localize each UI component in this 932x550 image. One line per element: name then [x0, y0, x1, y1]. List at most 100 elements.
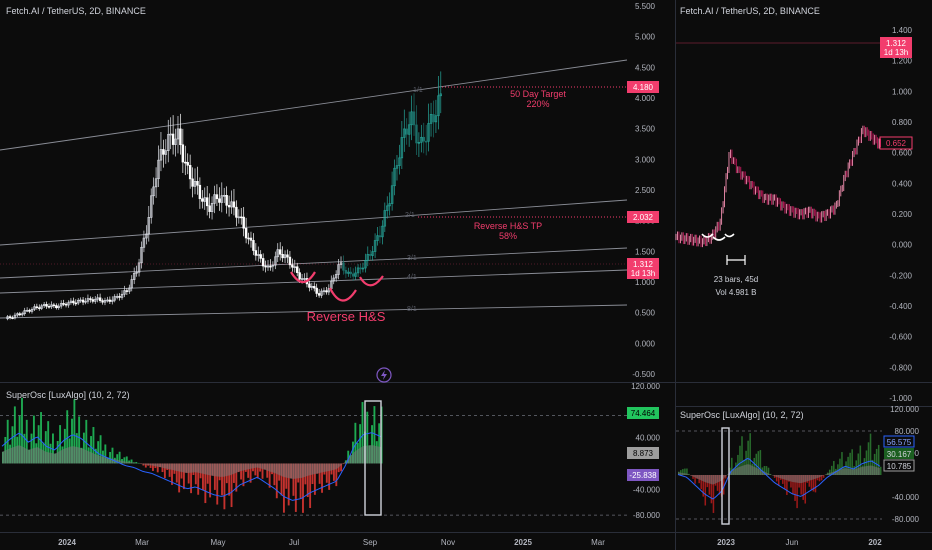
right-osc-bar: [782, 475, 784, 484]
candle-body: [383, 210, 387, 227]
osc-bar: [223, 463, 226, 510]
candle-body: [281, 253, 284, 259]
osc-bar: [335, 463, 338, 487]
svg-text:74.464: 74.464: [631, 409, 656, 418]
right-price-tick: 1.400: [892, 26, 913, 35]
candle-body: [235, 206, 238, 218]
candle-body: [45, 304, 48, 307]
right-osc-bar: [857, 453, 860, 475]
candle-body: [432, 114, 435, 123]
right-price-axis: 1.400 1.200 1.000 0.800 0.600 0.400 0.200 0.000…: [889, 26, 912, 403]
time-tick: 2024: [58, 538, 76, 547]
candle-body: [393, 167, 396, 187]
osc-bar: [92, 427, 95, 464]
osc-bar: [168, 463, 171, 477]
right-osc-bar: [877, 444, 880, 475]
osc-bar: [144, 463, 147, 468]
right-current-price-badge: 1.312 1d 13h: [880, 37, 912, 58]
right-osc-bar: [712, 475, 715, 513]
svg-text:1.312: 1.312: [886, 39, 907, 48]
osc-bar: [197, 463, 200, 495]
candle-body: [23, 310, 26, 315]
osc-bar: [306, 463, 309, 498]
osc-bar: [280, 463, 283, 496]
lightning-icon[interactable]: [376, 367, 392, 383]
right-price-tick: 0.000: [892, 241, 913, 250]
candle-body: [349, 271, 352, 275]
osc-bar: [302, 463, 304, 513]
osc-bar: [247, 463, 250, 478]
candle-body: [191, 178, 194, 187]
pattern-label: Reverse H&S: [307, 309, 386, 324]
svg-text:-25.838: -25.838: [629, 471, 657, 480]
osc-bar: [40, 412, 42, 464]
right-oscillator: [676, 430, 882, 520]
right-price-tick: 0.600: [892, 149, 913, 158]
osc-bar: [194, 463, 197, 485]
right-osc-bar: [822, 475, 825, 478]
candle-body: [368, 254, 372, 256]
right-osc-badge-gray: 10.785: [883, 459, 915, 472]
candle-body: [437, 95, 440, 117]
candle-body: [223, 195, 226, 197]
candle-body: [18, 313, 22, 316]
osc-bar: [18, 415, 21, 464]
target-annotation-pct: 220%: [526, 99, 549, 109]
osc-bar: [235, 463, 238, 492]
candle-body: [210, 203, 214, 212]
trend-line: [0, 247, 628, 279]
right-osc-bar: [745, 450, 747, 475]
candle-body: [405, 128, 408, 135]
candle-body: [94, 298, 97, 302]
trend-line: [0, 199, 628, 246]
candle-body: [196, 181, 199, 186]
right-osc-bar: [833, 461, 835, 475]
candle-body: [186, 162, 189, 166]
candle-body: [159, 149, 163, 161]
osc-bar: [30, 433, 33, 464]
svg-text:4.180: 4.180: [633, 83, 654, 92]
candle-body: [286, 254, 289, 258]
candle-body: [315, 287, 318, 294]
candle-body: [278, 249, 282, 255]
candle-body: [320, 290, 323, 296]
osc-bar: [142, 463, 145, 466]
svg-text:1d 13h: 1d 13h: [884, 48, 908, 57]
candle-body: [218, 198, 221, 203]
osc-bar: [137, 462, 140, 464]
right-osc-bar: [810, 475, 813, 490]
right-osc-bar: [700, 475, 702, 490]
fib-label: 8/1: [407, 306, 417, 313]
candle-body: [378, 235, 382, 238]
candle-body: [242, 216, 245, 229]
candle-body: [81, 299, 85, 303]
candle-body: [11, 317, 14, 320]
candle-body: [269, 265, 272, 268]
trend-line: [0, 304, 628, 319]
candle-body: [351, 273, 355, 277]
measure-vol: Vol 4.981 B: [716, 288, 757, 297]
candle-body: [266, 265, 270, 268]
candle-body: [317, 293, 321, 296]
candle-body: [420, 136, 423, 143]
candle-body: [72, 300, 75, 304]
candle-body: [359, 267, 362, 270]
osc-bar: [204, 463, 207, 504]
right-price-tick: -0.600: [889, 333, 912, 342]
osc-bar: [111, 447, 114, 464]
candle-body: [274, 256, 277, 266]
right-osc-bar: [867, 442, 870, 475]
svg-text:0.652: 0.652: [886, 139, 907, 148]
right-osc-bar: [769, 473, 772, 475]
candle-body: [354, 272, 357, 277]
osc-bar: [366, 411, 369, 464]
candle-body: [130, 279, 133, 289]
candle-body: [247, 237, 250, 240]
right-osc-badge-green: 30.167: [884, 448, 914, 459]
osc-signal-line: [1, 432, 381, 501]
osc-bar: [116, 454, 119, 464]
candle-body: [193, 181, 197, 187]
right-price-tick: 1.200: [892, 57, 913, 66]
osc-bar: [149, 463, 152, 468]
svg-text:10.785: 10.785: [887, 462, 912, 471]
